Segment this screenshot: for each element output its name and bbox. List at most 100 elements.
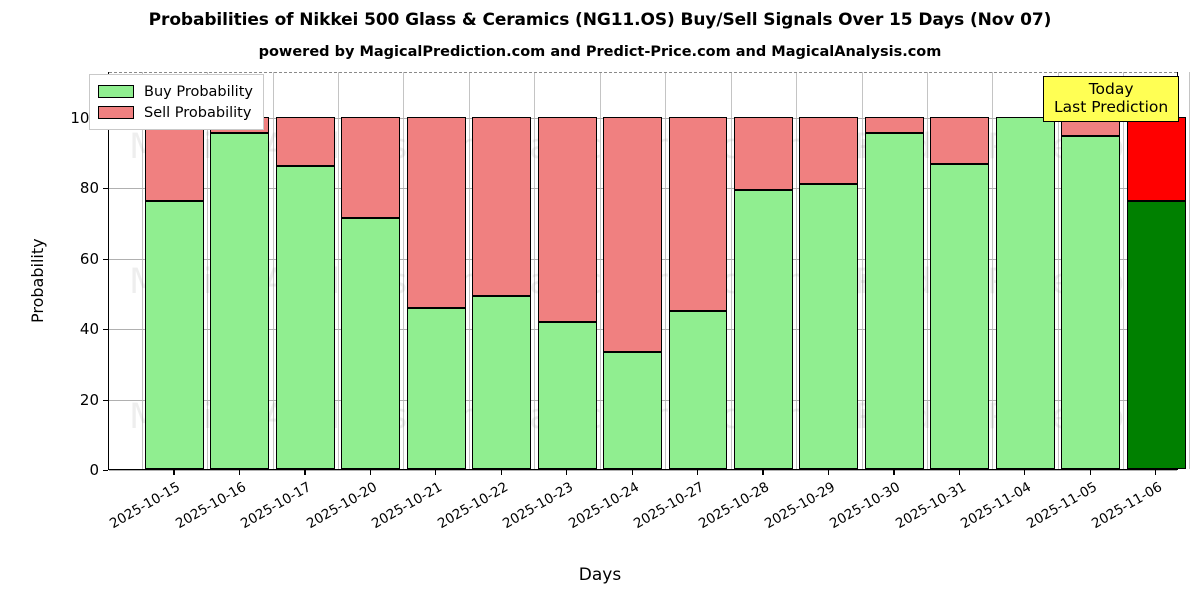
chart-legend: Buy Probability Sell Probability (89, 74, 264, 130)
x-tick-mark (696, 470, 699, 475)
bar-2025-10-30[interactable] (864, 116, 924, 469)
bar-segment-buy (733, 190, 793, 469)
vertical-gridline (599, 72, 601, 469)
x-tick-mark (958, 470, 960, 475)
bar-segment-buy (603, 351, 662, 469)
bar-2025-10-22[interactable] (472, 116, 532, 469)
vertical-gridline (665, 72, 667, 469)
vertical-gridline (272, 72, 274, 469)
vertical-gridline (207, 72, 209, 469)
vertical-gridline (796, 72, 798, 469)
bar-2025-10-24[interactable] (603, 116, 662, 469)
vertical-gridline (992, 72, 994, 469)
bar-segment-buy (995, 116, 1055, 469)
legend-swatch-icon (98, 106, 134, 119)
bar-segment-sell (144, 116, 204, 201)
bar-2025-10-16[interactable] (210, 116, 270, 469)
bar-2025-10-27[interactable] (668, 116, 728, 469)
vertical-gridline (861, 72, 863, 469)
bar-segment-buy (799, 183, 859, 469)
legend-item[interactable]: Sell Probability (98, 102, 253, 123)
y-tick-label: 0 (89, 461, 99, 479)
x-tick-mark (173, 470, 175, 475)
x-tick-mark (435, 470, 437, 475)
y-tick-label: 80 (79, 179, 99, 198)
bar-2025-11-05[interactable] (1061, 116, 1121, 469)
today-label-line1: Today (1088, 80, 1134, 98)
y-tick-mark (103, 329, 108, 331)
chart-subtitle: powered by MagicalPrediction.com and Pre… (258, 44, 942, 60)
bar-segment-sell (341, 116, 401, 218)
vertical-gridline (403, 72, 405, 469)
today-annotation-box: Today Last Prediction (1043, 76, 1180, 122)
bar-segment-buy (864, 132, 924, 469)
bar-2025-10-29[interactable] (799, 116, 859, 469)
bar-segment-sell (930, 116, 990, 164)
x-tick-mark (762, 470, 764, 475)
bar-segment-buy (1061, 136, 1121, 469)
bar-segment-buy (275, 166, 335, 469)
x-tick-mark (500, 470, 502, 475)
bar-segment-buy (341, 217, 401, 469)
vertical-gridline (1057, 72, 1059, 469)
legend-swatch-icon (98, 85, 134, 98)
gridline-dashed-top (109, 72, 1177, 73)
bar-2025-10-21[interactable] (406, 116, 466, 469)
x-axis-label: Days (578, 565, 622, 585)
x-tick-mark (566, 470, 568, 475)
bar-segment-sell (472, 116, 532, 297)
x-tick-mark (1024, 470, 1026, 475)
vertical-gridline (338, 72, 340, 469)
bar-segment-sell (799, 116, 859, 184)
bar-2025-10-15[interactable] (144, 116, 204, 469)
bar-segment-buy (1126, 200, 1186, 469)
bar-2025-11-04[interactable] (995, 116, 1055, 469)
x-tick-mark (304, 470, 306, 475)
bar-segment-sell (864, 116, 924, 133)
plot-inner: MagicalAnalysis.comMagicalPrediction.com… (109, 72, 1190, 471)
bar-segment-buy (930, 163, 990, 469)
plot-area: MagicalAnalysis.comMagicalPrediction.com… (108, 72, 1190, 471)
bar-segment-sell (275, 116, 335, 167)
x-tick-mark (369, 470, 371, 475)
legend-item[interactable]: Buy Probability (98, 81, 253, 102)
vertical-gridline (468, 72, 470, 469)
bar-2025-11-06[interactable] (1126, 116, 1186, 469)
bar-segment-buy (668, 310, 728, 469)
bar-segment-sell (668, 116, 728, 311)
x-tick-mark (893, 470, 895, 475)
bar-segment-buy (210, 132, 270, 469)
vertical-gridline (1188, 72, 1190, 469)
gridline (109, 470, 1177, 471)
y-tick-label: 20 (79, 390, 99, 409)
vertical-gridline (1123, 72, 1125, 469)
bar-segment-buy (537, 322, 597, 469)
y-tick-mark (103, 470, 108, 472)
y-tick-mark (103, 258, 108, 260)
vertical-gridline (534, 72, 536, 469)
bar-2025-10-28[interactable] (733, 116, 793, 469)
x-tick-mark (238, 470, 241, 475)
bar-segment-buy (472, 296, 532, 469)
y-tick-mark (103, 188, 108, 190)
vertical-gridline (141, 72, 143, 469)
x-tick-mark (827, 470, 830, 475)
bar-2025-10-31[interactable] (930, 116, 990, 469)
bar-segment-buy (144, 200, 204, 469)
bar-2025-10-23[interactable] (537, 116, 597, 469)
bar-2025-10-17[interactable] (275, 116, 335, 469)
y-tick-mark (103, 399, 108, 401)
bar-segment-sell (1126, 116, 1186, 201)
y-tick-label: 60 (79, 249, 99, 268)
bar-segment-sell (603, 116, 662, 352)
x-tick-mark (1155, 470, 1157, 475)
vertical-gridline (927, 72, 929, 469)
vertical-gridline (730, 72, 732, 469)
bar-segment-sell (733, 116, 793, 191)
chart-title: Probabilities of Nikkei 500 Glass & Cera… (148, 10, 1052, 30)
legend-label: Buy Probability (144, 83, 253, 100)
legend-label: Sell Probability (144, 104, 252, 121)
bar-2025-10-20[interactable] (341, 116, 401, 469)
y-tick-label: 40 (79, 320, 99, 339)
bar-segment-buy (406, 307, 466, 469)
